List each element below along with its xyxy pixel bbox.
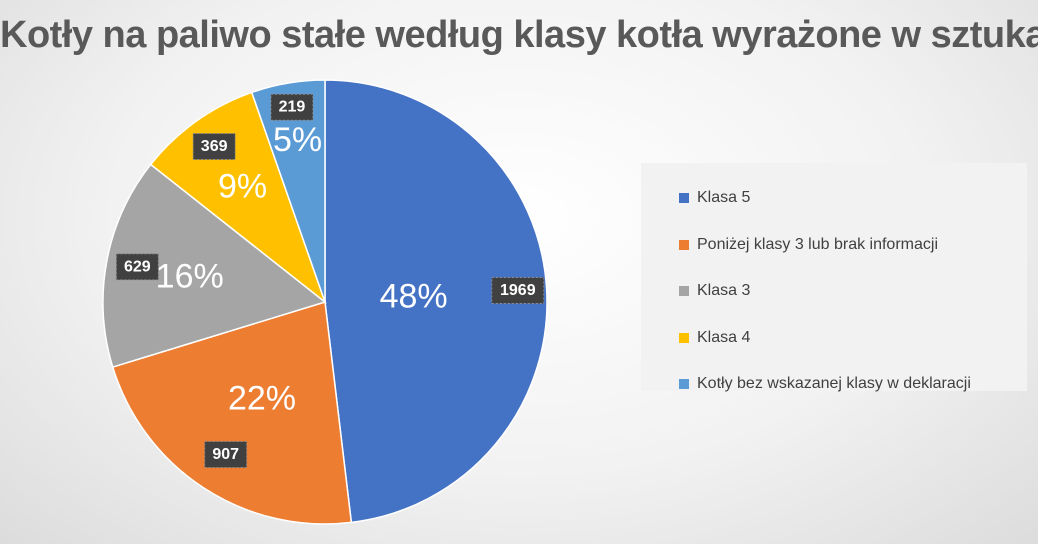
legend-item: Klasa 3	[641, 268, 1027, 315]
pie-slice	[102, 163, 327, 368]
legend-item: Klasa 4	[641, 315, 1027, 362]
legend-swatch	[679, 379, 689, 390]
percent-label: 16%	[156, 258, 224, 296]
legend-item: Klasa 5	[641, 175, 1027, 222]
value-label: 907	[212, 446, 239, 463]
percent-label: 9%	[218, 167, 267, 205]
value-callout: 629	[115, 253, 159, 281]
pie-slice	[250, 79, 326, 303]
value-callout: 219	[270, 93, 314, 121]
legend-label: Klasa 4	[697, 328, 751, 346]
value-label: 219	[279, 99, 306, 116]
legend-label: Klasa 5	[697, 189, 751, 207]
value-label: 369	[201, 138, 228, 155]
percent-label: 5%	[273, 121, 322, 159]
value-label: 629	[124, 258, 151, 275]
percent-label: 22%	[228, 380, 296, 418]
legend-swatch	[679, 239, 689, 250]
legend-swatch	[679, 332, 689, 343]
value-callout: 1969	[491, 277, 545, 305]
legend-item: Kotły bez wskazanej klasy w deklaracji	[641, 361, 1027, 408]
legend-item: Poniżej klasy 3 lub brak informacji	[641, 222, 1027, 269]
pie-slice	[111, 301, 353, 525]
value-label: 1969	[500, 282, 536, 299]
legend-swatch	[679, 286, 689, 297]
percent-label: 48%	[380, 278, 448, 316]
legend-label: Klasa 3	[697, 282, 751, 300]
chart-title: Kotły na paliwo stałe według klasy kotła…	[0, 14, 1038, 56]
legend-label: Poniżej klasy 3 lub brak informacji	[697, 235, 938, 253]
value-callout: 907	[204, 441, 248, 469]
value-callout: 369	[192, 133, 236, 161]
pie-slice	[324, 79, 548, 524]
legend: Klasa 5 Poniżej klasy 3 lub brak informac…	[641, 163, 1027, 392]
legend-swatch	[679, 193, 689, 204]
legend-label: Kotły bez wskazanej klasy w deklaracji	[697, 375, 971, 393]
